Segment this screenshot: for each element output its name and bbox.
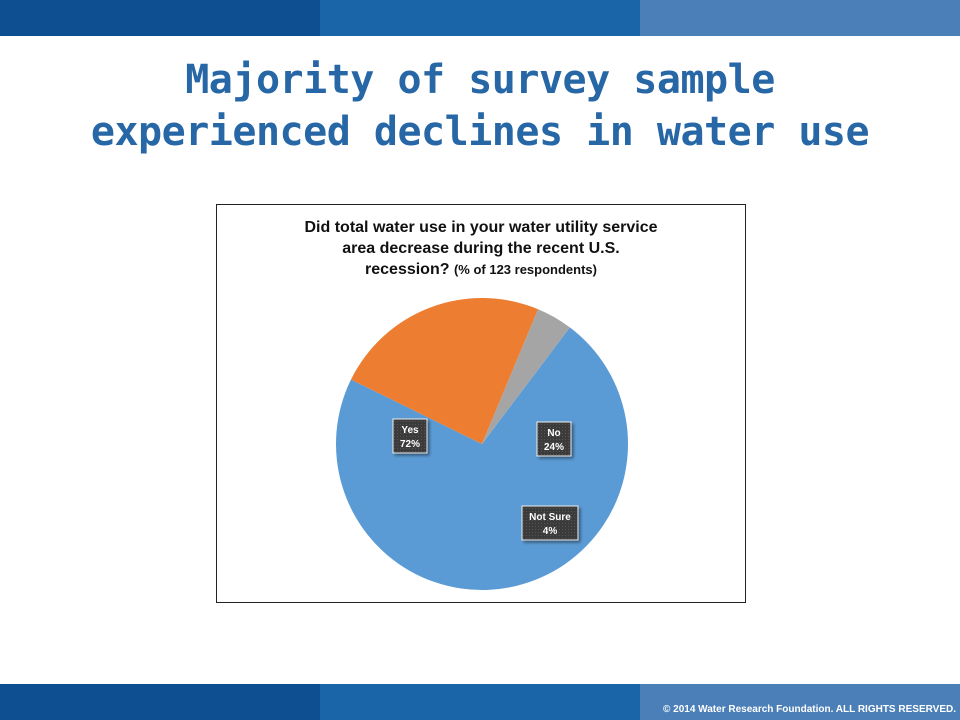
chart-title-question: recession? xyxy=(365,261,450,278)
pie-label-box xyxy=(536,421,572,457)
pie-label-not-sure: Not Sure 4% xyxy=(521,505,579,541)
pie-slice-no xyxy=(351,298,539,444)
chart-title-line-1: Did total water use in your water utilit… xyxy=(304,219,658,236)
bottom-banner-segment-1 xyxy=(0,684,320,720)
pie-label-value: 72% xyxy=(400,439,420,450)
pie-label-box xyxy=(392,418,428,454)
slide-title-line-2: experienced declines in water use xyxy=(90,109,870,155)
pie-label-no: No 24% xyxy=(536,421,572,457)
chart-title-line-2: area decrease during the recent U.S. xyxy=(342,240,620,257)
pie-label-value: 4% xyxy=(543,526,558,537)
slide-title: Majority of survey sample experienced de… xyxy=(0,54,960,158)
pie-label-category: Yes xyxy=(401,425,419,436)
pie-slice-not-sure xyxy=(482,309,570,444)
chart-title-line-3: recession? (% of 123 respondents) xyxy=(217,259,745,280)
copyright-notice: © 2014 Water Research Foundation. ALL RI… xyxy=(663,704,956,715)
top-banner xyxy=(0,0,960,36)
pie-label-box xyxy=(521,505,579,541)
chart-title-respondents: (% of 123 respondents) xyxy=(453,262,597,277)
pie-label-category: No xyxy=(547,428,560,439)
top-banner-segment-3 xyxy=(640,0,960,36)
bottom-banner xyxy=(0,684,960,720)
chart-title: Did total water use in your water utilit… xyxy=(217,217,745,280)
top-banner-segment-2 xyxy=(320,0,640,36)
bottom-banner-segment-3 xyxy=(640,684,960,720)
pie-chart-frame: Did total water use in your water utilit… xyxy=(216,204,746,603)
pie-label-value: 24% xyxy=(544,442,564,453)
top-banner-segment-1 xyxy=(0,0,320,36)
pie-label-category: Not Sure xyxy=(529,512,571,523)
pie-label-yes: Yes 72% xyxy=(392,418,428,454)
bottom-banner-segment-2 xyxy=(320,684,640,720)
slide-title-line-1: Majority of survey sample xyxy=(185,57,775,103)
pie-chart: Yes 72% No 24% Not Sure 4% xyxy=(336,298,628,590)
